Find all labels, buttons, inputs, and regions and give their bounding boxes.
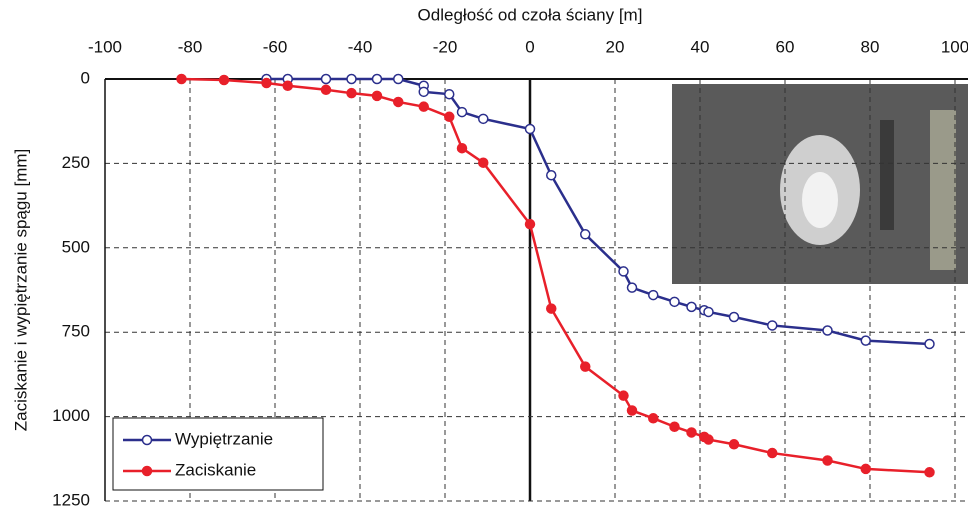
data-point xyxy=(669,296,680,308)
data-point xyxy=(626,405,638,416)
x-tick-label: 40 xyxy=(691,37,710,56)
data-point xyxy=(320,84,332,96)
y-axis-title: Zaciskanie i wypiętrzanie spągu [mm] xyxy=(11,149,30,432)
photo-inset xyxy=(672,84,968,284)
y-tick-label: 500 xyxy=(62,237,90,256)
data-point xyxy=(686,301,697,313)
data-point xyxy=(478,157,489,168)
legend-box xyxy=(112,417,324,491)
legend-label: Wypiętrzanie xyxy=(175,429,273,448)
data-point xyxy=(346,87,357,99)
data-point xyxy=(371,73,383,85)
data-point xyxy=(580,229,591,240)
data-point xyxy=(924,338,935,350)
x-tick-label: -100 xyxy=(88,37,122,56)
data-point xyxy=(728,311,740,323)
data-point xyxy=(703,434,714,445)
data-point xyxy=(648,413,659,424)
x-tick-label: 60 xyxy=(776,37,795,56)
data-point xyxy=(478,113,489,125)
legend-marker xyxy=(141,465,153,477)
x-tick-label: 0 xyxy=(525,37,534,56)
data-point xyxy=(418,101,429,112)
x-tick-label: 20 xyxy=(606,37,625,56)
data-point xyxy=(618,266,629,277)
data-point xyxy=(456,106,468,118)
data-point xyxy=(393,96,404,108)
data-point xyxy=(346,73,357,85)
data-point xyxy=(218,74,230,86)
data-point xyxy=(703,306,714,318)
x-axis-title: Odległość od czoła ściany [m] xyxy=(418,5,643,24)
data-point xyxy=(580,361,591,372)
y-tick-label: 750 xyxy=(62,322,90,341)
data-point xyxy=(669,421,680,432)
data-point xyxy=(282,80,293,92)
data-point xyxy=(524,218,536,230)
legend-marker xyxy=(141,434,153,446)
data-point xyxy=(176,73,187,85)
data-point xyxy=(261,77,272,89)
data-point xyxy=(418,86,429,98)
data-point xyxy=(546,169,557,181)
data-point xyxy=(393,73,404,85)
data-point xyxy=(767,320,778,331)
y-tick-label: 250 xyxy=(62,153,90,172)
data-point xyxy=(444,88,455,100)
data-point xyxy=(626,282,638,293)
x-tick-label: 80 xyxy=(861,37,880,56)
y-tick-label: 1250 xyxy=(52,490,90,509)
data-point xyxy=(860,335,871,346)
data-point xyxy=(860,463,871,475)
data-point xyxy=(648,289,659,301)
data-point xyxy=(524,123,536,135)
data-point xyxy=(546,303,557,314)
y-tick-label: 1000 xyxy=(52,406,90,425)
data-point xyxy=(456,142,468,154)
x-tick-label: -60 xyxy=(263,37,288,56)
data-point xyxy=(444,111,455,123)
data-point xyxy=(822,455,833,466)
x-tick-label: -40 xyxy=(348,37,373,56)
data-point xyxy=(924,467,935,478)
data-point xyxy=(686,427,697,438)
data-point xyxy=(728,439,740,450)
data-point xyxy=(320,73,332,85)
x-tick-label: -80 xyxy=(178,37,203,56)
x-tick-label: -20 xyxy=(433,37,458,56)
data-point xyxy=(618,390,629,401)
data-point xyxy=(767,447,778,459)
x-tick-label: 100 xyxy=(941,37,968,56)
y-tick-label: 0 xyxy=(81,68,90,87)
legend-label: Zaciskanie xyxy=(175,460,256,479)
data-point xyxy=(371,90,383,102)
data-point xyxy=(822,325,833,336)
